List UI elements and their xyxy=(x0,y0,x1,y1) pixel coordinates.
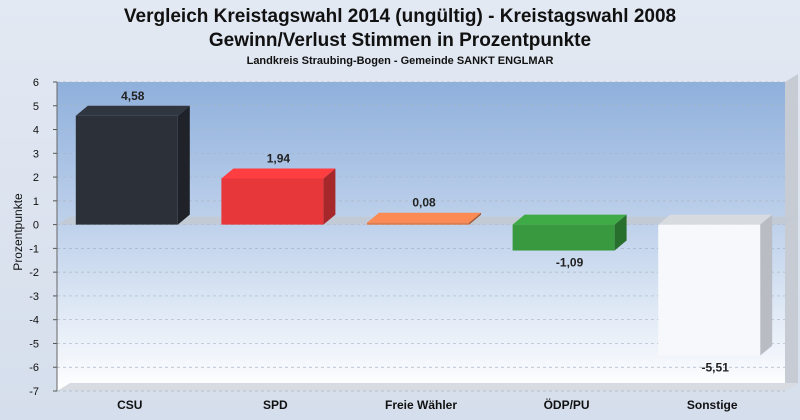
y-axis-label: Prozentpunkte xyxy=(11,193,25,271)
chart-title: Vergleich Kreistagswahl 2014 (ungültig) … xyxy=(124,6,676,27)
y-tick-label: -4 xyxy=(29,315,39,327)
bar-side xyxy=(469,212,481,225)
value-label: 1,94 xyxy=(267,152,291,166)
y-tick-label: -6 xyxy=(29,362,39,374)
bar-1 xyxy=(75,105,190,225)
y-tick-label: -3 xyxy=(29,291,39,303)
bar-top xyxy=(658,214,773,225)
bar-front xyxy=(75,115,178,225)
y-tick-label: 4 xyxy=(33,125,39,137)
category-label: SPD xyxy=(263,398,288,412)
value-label: -1,09 xyxy=(556,256,584,270)
y-tick-label: 3 xyxy=(33,148,39,160)
bar-front xyxy=(658,224,761,356)
category-label: CSU xyxy=(117,398,142,412)
y-tick-label: 5 xyxy=(33,101,39,113)
bar-front xyxy=(221,178,324,225)
bar-top xyxy=(367,212,481,223)
bar-side xyxy=(614,214,627,251)
chart-subtitle: Gewinn/Verlust Stimmen in Prozentpunkte xyxy=(209,30,591,51)
y-tick-label: -7 xyxy=(29,386,39,398)
bar-side xyxy=(760,214,773,356)
y-tick-label: -2 xyxy=(29,267,39,279)
plot-side-wall xyxy=(785,74,798,391)
value-labels: 4,58 1,94 0,08 -1,09 -5,51 xyxy=(121,89,729,375)
y-tick-label: -5 xyxy=(29,338,39,350)
y-tick-label: 2 xyxy=(33,172,39,184)
y-tick-label: 1 xyxy=(33,196,39,208)
value-label: -5,51 xyxy=(702,361,730,375)
bar-side xyxy=(323,168,336,225)
bar-front xyxy=(367,222,469,225)
bar-top xyxy=(221,168,336,179)
bar-2 xyxy=(221,168,336,225)
y-axis-ticks: 6 5 4 3 2 1 0 -1 -2 -3 -4 -5 -6 -7 xyxy=(29,77,58,398)
category-label: ÖDP/PU xyxy=(544,397,590,412)
bar-side xyxy=(177,105,190,225)
value-label: 4,58 xyxy=(121,89,145,103)
category-label: Freie Wähler xyxy=(385,398,457,412)
bar-front xyxy=(512,224,615,251)
value-label: 0,08 xyxy=(412,196,436,210)
category-label: Sonstige xyxy=(687,398,738,412)
y-tick-label: -1 xyxy=(29,243,39,255)
y-tick-label: 0 xyxy=(33,220,39,232)
bars xyxy=(75,105,773,356)
bar-3 xyxy=(367,212,481,225)
plot-floor xyxy=(57,383,798,391)
category-labels: CSU SPD Freie Wähler ÖDP/PU Sonstige xyxy=(117,397,738,412)
chart-location: Landkreis Straubing-Bogen - Gemeinde SAN… xyxy=(247,55,554,67)
bar-top xyxy=(75,105,190,116)
bar-4 xyxy=(512,214,627,251)
y-tick-label: 6 xyxy=(33,77,39,89)
bar-top xyxy=(512,214,627,225)
bar-5 xyxy=(658,214,773,356)
